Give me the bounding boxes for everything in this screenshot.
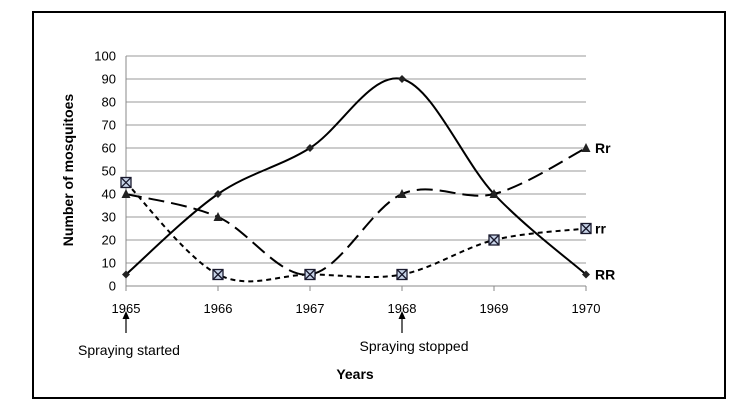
y-tick-label: 20 bbox=[102, 233, 116, 248]
marker-cross bbox=[212, 269, 224, 280]
series-group: RR Rr rr bbox=[120, 75, 615, 283]
x-tick-label: 1967 bbox=[296, 301, 325, 316]
x-tick-label: 1965 bbox=[112, 301, 141, 316]
x-tick-label: 1968 bbox=[388, 301, 417, 316]
data-point-rr bbox=[396, 268, 408, 281]
y-tick-label: 70 bbox=[102, 118, 116, 133]
series-line-rr bbox=[125, 77, 587, 276]
y-tick-label: 80 bbox=[102, 95, 116, 110]
y-axis-title: Number of mosquitoes bbox=[60, 94, 76, 247]
series-label-rr: Rr bbox=[595, 140, 611, 156]
data-point-rr bbox=[398, 75, 406, 83]
series-label-rr: RR bbox=[595, 267, 615, 283]
y-tick-labels: 0 10 20 30 40 50 60 70 80 90 100 bbox=[94, 49, 116, 294]
annotation-arrowhead bbox=[122, 311, 130, 319]
data-point-rr bbox=[582, 270, 590, 279]
x-tick-label: 1966 bbox=[204, 301, 233, 316]
y-tick-label: 30 bbox=[102, 210, 116, 225]
x-tick-label: 1969 bbox=[480, 301, 509, 316]
annotations: Spraying started Spraying stopped bbox=[78, 311, 468, 358]
y-tick-label: 0 bbox=[109, 279, 116, 294]
series-rr: RR bbox=[122, 75, 615, 283]
x-axis-title: Years bbox=[336, 366, 374, 382]
data-point-rr bbox=[212, 268, 224, 281]
gridlines bbox=[126, 55, 586, 264]
data-point-rr bbox=[581, 143, 591, 152]
y-tick-label: 100 bbox=[94, 49, 116, 64]
annotation-2: Spraying stopped bbox=[360, 311, 469, 354]
data-point-rr bbox=[580, 222, 592, 235]
data-point-rr bbox=[121, 189, 131, 198]
data-point-rr bbox=[397, 189, 407, 198]
data-point-rr bbox=[304, 268, 316, 281]
data-point-rr bbox=[120, 176, 132, 189]
y-tick-label: 50 bbox=[102, 164, 116, 179]
data-point-rr bbox=[213, 212, 223, 221]
y-tick-label: 40 bbox=[102, 187, 116, 202]
chart-frame bbox=[32, 11, 726, 399]
marker-cross bbox=[120, 177, 132, 188]
x-tick-label: 1970 bbox=[572, 301, 601, 316]
marker-cross bbox=[580, 223, 592, 234]
annotation-arrowhead bbox=[398, 311, 406, 319]
marker-cross bbox=[304, 269, 316, 280]
series-rr: rr bbox=[120, 176, 606, 283]
y-tick-label: 10 bbox=[102, 256, 116, 271]
series-label-rr: rr bbox=[595, 221, 606, 237]
x-tick-labels: 1965 1966 1967 1968 1969 1970 bbox=[112, 286, 601, 316]
y-tick-label: 90 bbox=[102, 72, 116, 87]
data-point-rr bbox=[122, 270, 130, 279]
data-point-rr bbox=[306, 144, 314, 152]
annotation-1: Spraying started bbox=[78, 311, 180, 358]
y-tick-label: 60 bbox=[102, 141, 116, 156]
data-point-rr bbox=[214, 190, 222, 198]
annotation-text: Spraying started bbox=[78, 342, 180, 358]
marker-cross bbox=[488, 234, 500, 246]
data-point-rr bbox=[489, 189, 499, 198]
marker-cross bbox=[396, 269, 408, 280]
annotation-text: Spraying stopped bbox=[360, 338, 469, 354]
series-line-rr bbox=[125, 181, 587, 283]
data-point-rr bbox=[488, 234, 500, 246]
